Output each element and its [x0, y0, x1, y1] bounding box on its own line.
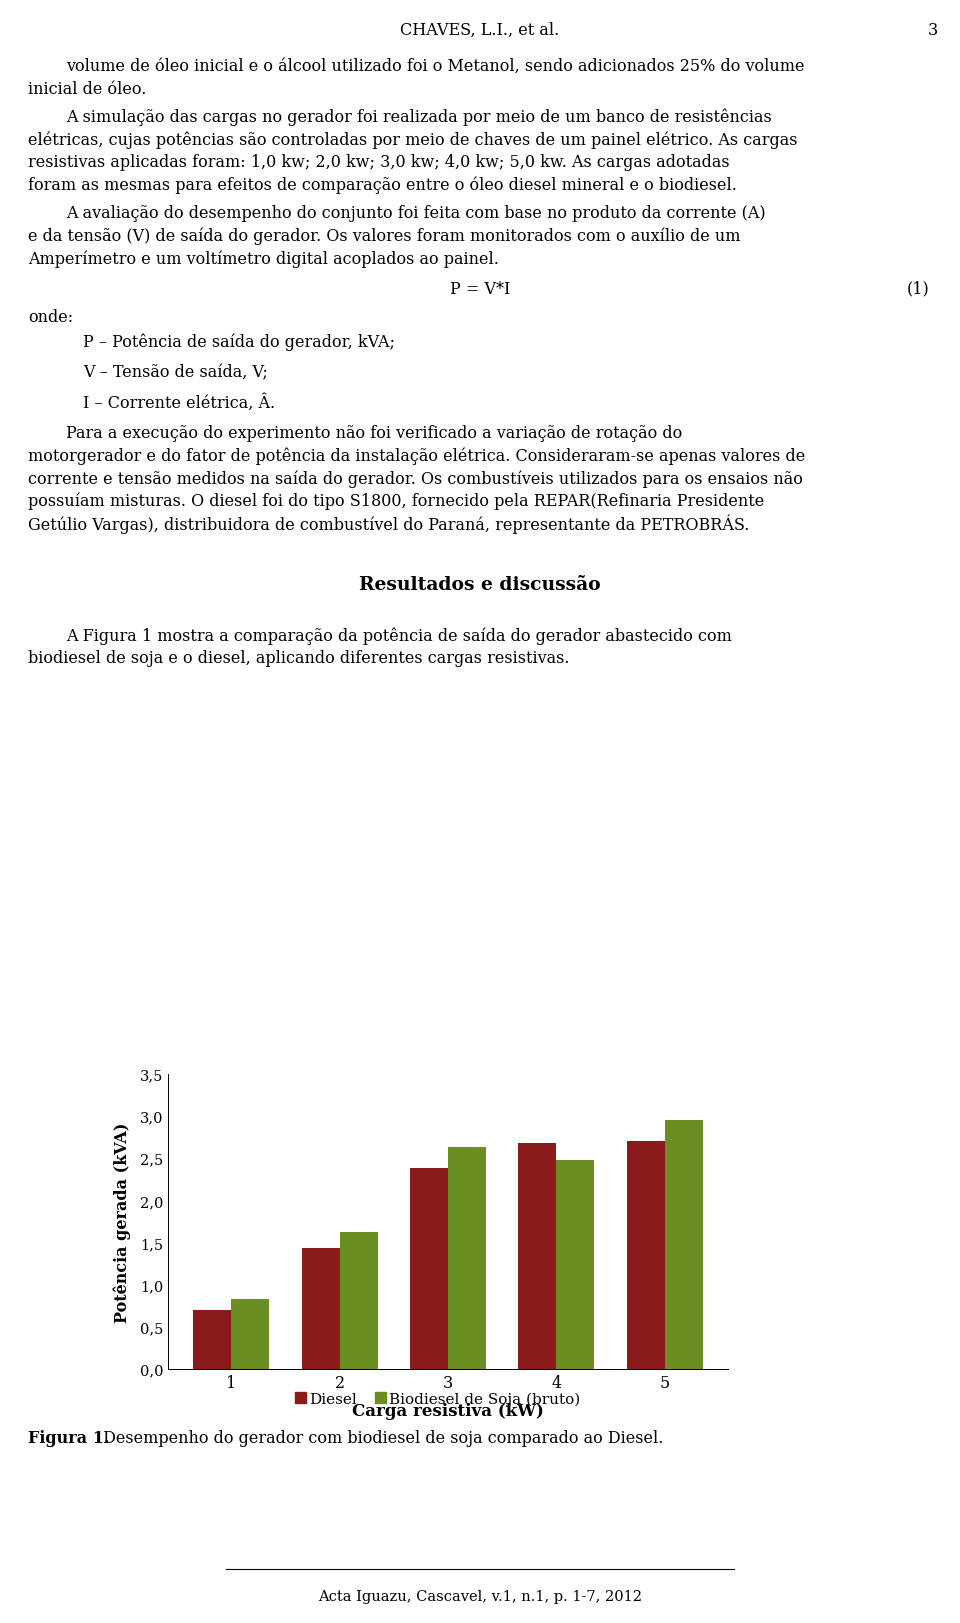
Text: P – Potência de saída do gerador, kVA;: P – Potência de saída do gerador, kVA;: [83, 333, 395, 351]
Bar: [194, 1310, 231, 1370]
Bar: [518, 1144, 556, 1370]
Text: I – Corrente elétrica, Â.: I – Corrente elétrica, Â.: [83, 394, 276, 412]
Text: Getúlio Vargas), distribuidora de combustível do Paraná, representante da PETROB: Getúlio Vargas), distribuidora de combus…: [28, 514, 750, 534]
Text: Figura 1.: Figura 1.: [28, 1430, 109, 1446]
Text: A avaliação do desempenho do conjunto foi feita com base no produto da corrente : A avaliação do desempenho do conjunto fo…: [66, 204, 766, 222]
Text: resistivas aplicadas foram: 1,0 kw; 2,0 kw; 3,0 kw; 4,0 kw; 5,0 kw. As cargas ad: resistivas aplicadas foram: 1,0 kw; 2,0 …: [28, 154, 730, 170]
Bar: [231, 1300, 269, 1370]
Bar: [410, 1169, 448, 1370]
Text: e da tensão (V) de saída do gerador. Os valores foram monitorados com o auxílio : e da tensão (V) de saída do gerador. Os …: [28, 227, 740, 245]
Text: volume de óleo inicial e o álcool utilizado foi o Metanol, sendo adicionados 25%: volume de óleo inicial e o álcool utiliz…: [66, 58, 804, 75]
Text: elétricas, cujas potências são controladas por meio de chaves de um painel elétr: elétricas, cujas potências são controlad…: [28, 131, 798, 149]
Text: Amperímetro e um voltímetro digital acoplados ao painel.: Amperímetro e um voltímetro digital acop…: [28, 250, 499, 268]
Text: onde:: onde:: [28, 308, 73, 326]
Bar: [556, 1160, 594, 1370]
Bar: [340, 1232, 377, 1370]
Text: V – Tensão de saída, V;: V – Tensão de saída, V;: [83, 364, 268, 381]
Text: Para a execução do experimento não foi verificado a variação de rotação do: Para a execução do experimento não foi v…: [66, 425, 683, 441]
Text: possuíam misturas. O diesel foi do tipo S1800, fornecido pela REPAR(Refinaria Pr: possuíam misturas. O diesel foi do tipo …: [28, 492, 764, 510]
Text: A simulação das cargas no gerador foi realizada por meio de um banco de resistên: A simulação das cargas no gerador foi re…: [66, 109, 772, 127]
Text: (1): (1): [907, 281, 930, 297]
Text: Desempenho do gerador com biodiesel de soja comparado ao Diesel.: Desempenho do gerador com biodiesel de s…: [98, 1430, 663, 1446]
Text: P = V*I: P = V*I: [450, 281, 510, 297]
Text: corrente e tensão medidos na saída do gerador. Os combustíveis utilizados para o: corrente e tensão medidos na saída do ge…: [28, 469, 803, 487]
Text: motorgerador e do fator de potência da instalação elétrica. Consideraram-se apen: motorgerador e do fator de potência da i…: [28, 448, 805, 464]
Bar: [301, 1248, 340, 1370]
Text: 3: 3: [927, 23, 938, 39]
Text: Biodiesel de Soja (bruto): Biodiesel de Soja (bruto): [389, 1393, 580, 1407]
Text: A Figura 1 mostra a comparação da potência de saída do gerador abastecido com: A Figura 1 mostra a comparação da potênc…: [66, 628, 732, 644]
Bar: [295, 1393, 306, 1404]
Text: biodiesel de soja e o diesel, aplicando diferentes cargas resistivas.: biodiesel de soja e o diesel, aplicando …: [28, 651, 569, 667]
Bar: [375, 1393, 386, 1404]
X-axis label: Carga resistiva (kW): Carga resistiva (kW): [352, 1402, 544, 1419]
Y-axis label: Potência gerada (kVA): Potência gerada (kVA): [114, 1121, 132, 1321]
Bar: [627, 1141, 664, 1370]
Text: foram as mesmas para efeitos de comparação entre o óleo diesel mineral e o biodi: foram as mesmas para efeitos de comparaç…: [28, 177, 737, 193]
Text: Acta Iguazu, Cascavel, v.1, n.1, p. 1-7, 2012: Acta Iguazu, Cascavel, v.1, n.1, p. 1-7,…: [318, 1589, 642, 1604]
Bar: [664, 1120, 703, 1370]
Text: inicial de óleo.: inicial de óleo.: [28, 81, 146, 97]
Text: Resultados e discussão: Resultados e discussão: [359, 575, 601, 592]
Bar: [448, 1147, 486, 1370]
Text: Diesel: Diesel: [309, 1393, 357, 1406]
Text: CHAVES, L.I., et al.: CHAVES, L.I., et al.: [400, 23, 560, 39]
